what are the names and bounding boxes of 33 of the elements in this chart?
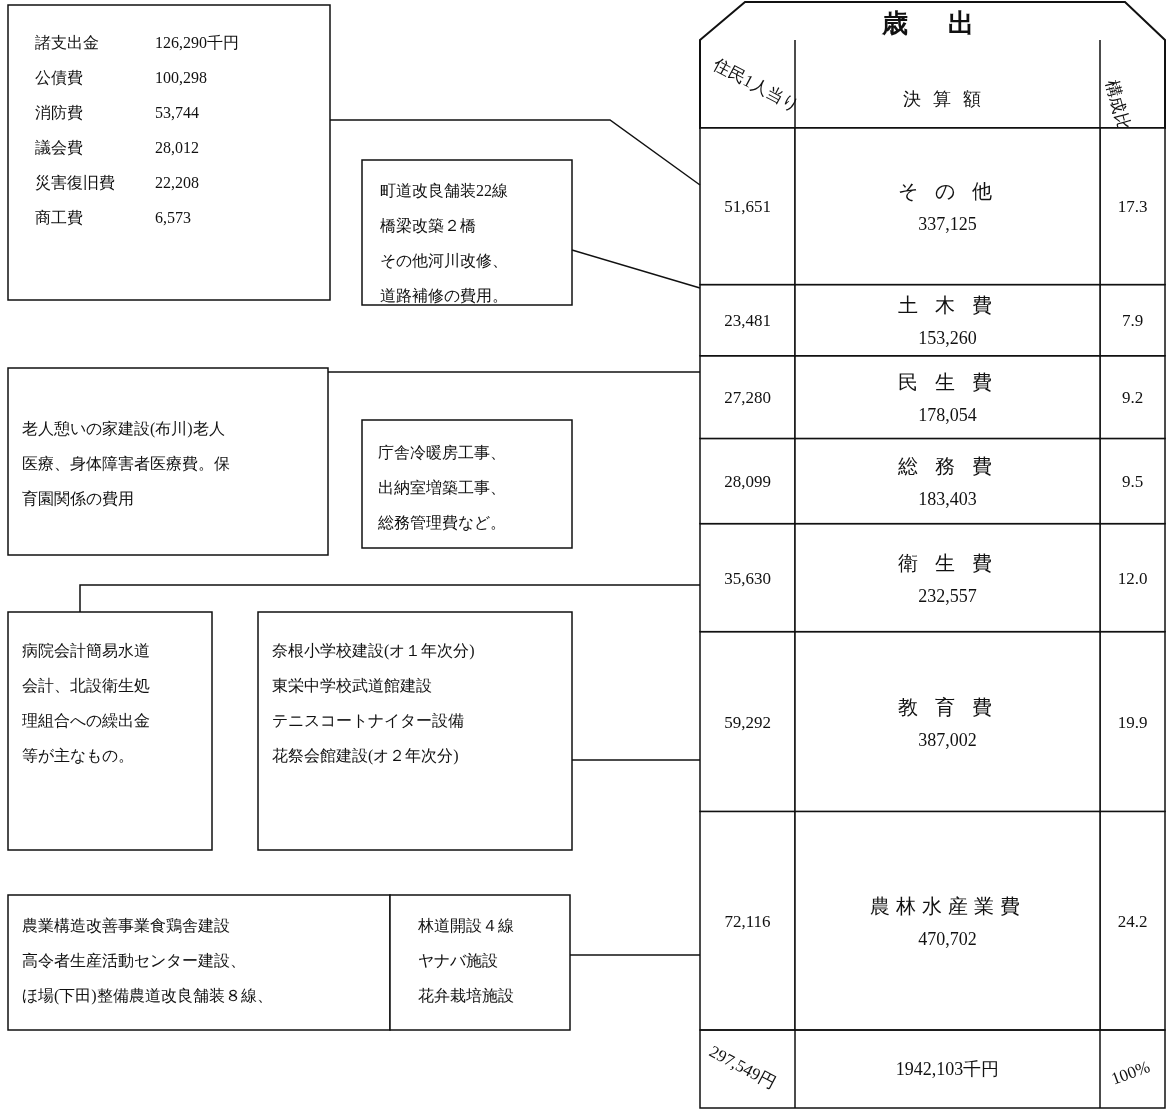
data-label: 183,403 <box>918 489 977 510</box>
data-label: 153,260 <box>918 328 977 349</box>
series-label: 教 育 費 <box>897 695 998 718</box>
data-label: 232,557 <box>918 585 977 606</box>
data-label: 178,054 <box>918 405 977 426</box>
series-label: 農林水産業費 <box>869 894 1026 917</box>
data-label: 337,125 <box>918 214 977 235</box>
text: 59,292 <box>724 712 771 732</box>
text: 12.0 <box>1117 568 1148 588</box>
data-label: 470,702 <box>918 928 977 949</box>
text: 1942,103千円 <box>895 1059 1000 1079</box>
text: 24.2 <box>1117 911 1148 931</box>
text: 51,651 <box>724 197 771 217</box>
series-label: 総 務 費 <box>896 455 998 478</box>
text: 9.2 <box>1121 388 1144 408</box>
text: 9.5 <box>1121 472 1144 492</box>
text: 100% <box>1108 1057 1153 1089</box>
text: 27,280 <box>724 388 771 408</box>
text: 35,630 <box>724 568 771 588</box>
text: 決算額 <box>902 89 993 109</box>
text: 23,481 <box>724 311 771 331</box>
text: 住民1人当り <box>709 54 802 116</box>
text: 19.9 <box>1117 712 1148 732</box>
series-label: 衛 生 費 <box>897 551 998 574</box>
series-label: そ の 他 <box>897 180 998 203</box>
text: 7.9 <box>1121 311 1144 331</box>
series-label: 土 木 費 <box>897 294 998 317</box>
chart-title: 歳出 <box>880 9 1014 38</box>
text: 72,116 <box>724 911 771 931</box>
text: 17.3 <box>1117 197 1148 217</box>
data-label: 387,002 <box>918 729 977 750</box>
series-label: 民 生 費 <box>897 371 998 394</box>
text: 28,099 <box>724 472 771 492</box>
